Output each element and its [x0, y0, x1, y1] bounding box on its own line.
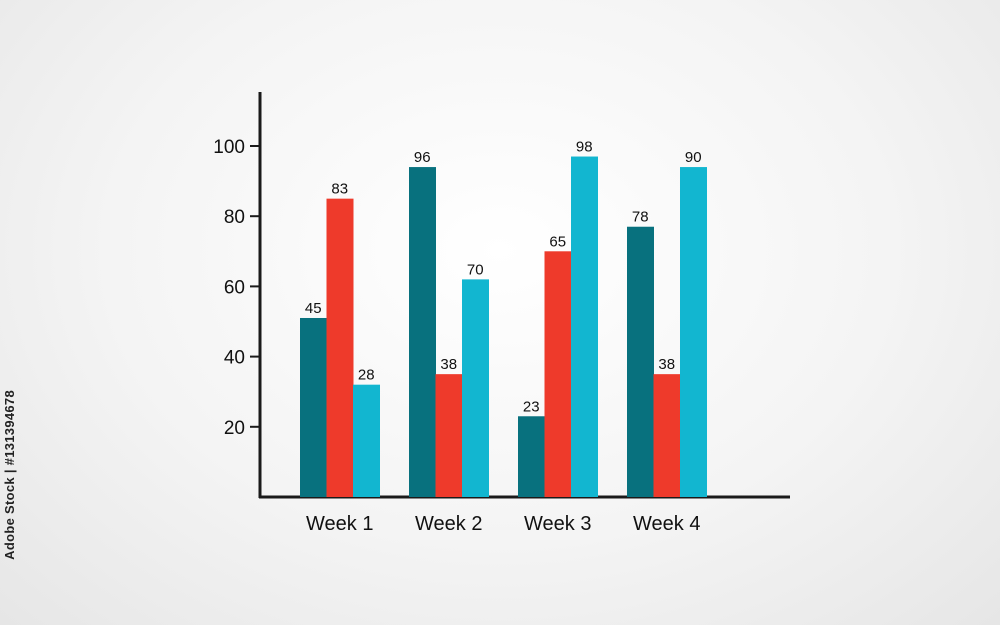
bar-marks: [300, 156, 707, 498]
data-label: 45: [305, 300, 322, 317]
data-label: 90: [685, 149, 702, 166]
data-label: 38: [658, 356, 675, 373]
y-tick-label: 40: [224, 348, 245, 369]
y-tick-label: 60: [224, 277, 245, 298]
y-tick-label: 20: [224, 418, 245, 439]
category-label: Week 2: [415, 513, 482, 535]
data-label: 65: [549, 233, 566, 250]
y-tick-label: 80: [224, 207, 245, 228]
bar: [326, 198, 354, 497]
bar: [409, 167, 436, 497]
category-label: Week 3: [524, 513, 591, 535]
bar: [653, 374, 681, 497]
data-label: 78: [632, 209, 649, 226]
bar: [518, 416, 545, 497]
data-label: 23: [523, 398, 540, 415]
y-axis-ticks: 20 40 60 80 100: [213, 137, 260, 439]
stock-id-text: Adobe Stock | #131394678: [2, 390, 17, 560]
bar: [353, 384, 380, 497]
data-labels: 45 96 23 78 83 38 65 38 28 70 98 90: [305, 139, 702, 416]
data-label: 98: [576, 139, 593, 156]
bar: [571, 156, 598, 497]
data-label: 70: [467, 261, 484, 278]
category-label: Week 1: [306, 513, 373, 535]
category-labels: Week 1 Week 2 Week 3 Week 4: [306, 513, 700, 535]
bar: [435, 374, 463, 497]
bar: [627, 226, 654, 498]
bar: [544, 251, 572, 497]
data-label: 38: [440, 356, 457, 373]
bar: [680, 167, 707, 497]
data-label: 83: [331, 181, 348, 198]
y-tick-label: 100: [213, 137, 245, 158]
data-label: 96: [414, 149, 431, 166]
category-label: Week 4: [633, 513, 700, 535]
bar: [300, 317, 327, 497]
data-label: 28: [358, 367, 375, 384]
bar: [462, 279, 489, 497]
